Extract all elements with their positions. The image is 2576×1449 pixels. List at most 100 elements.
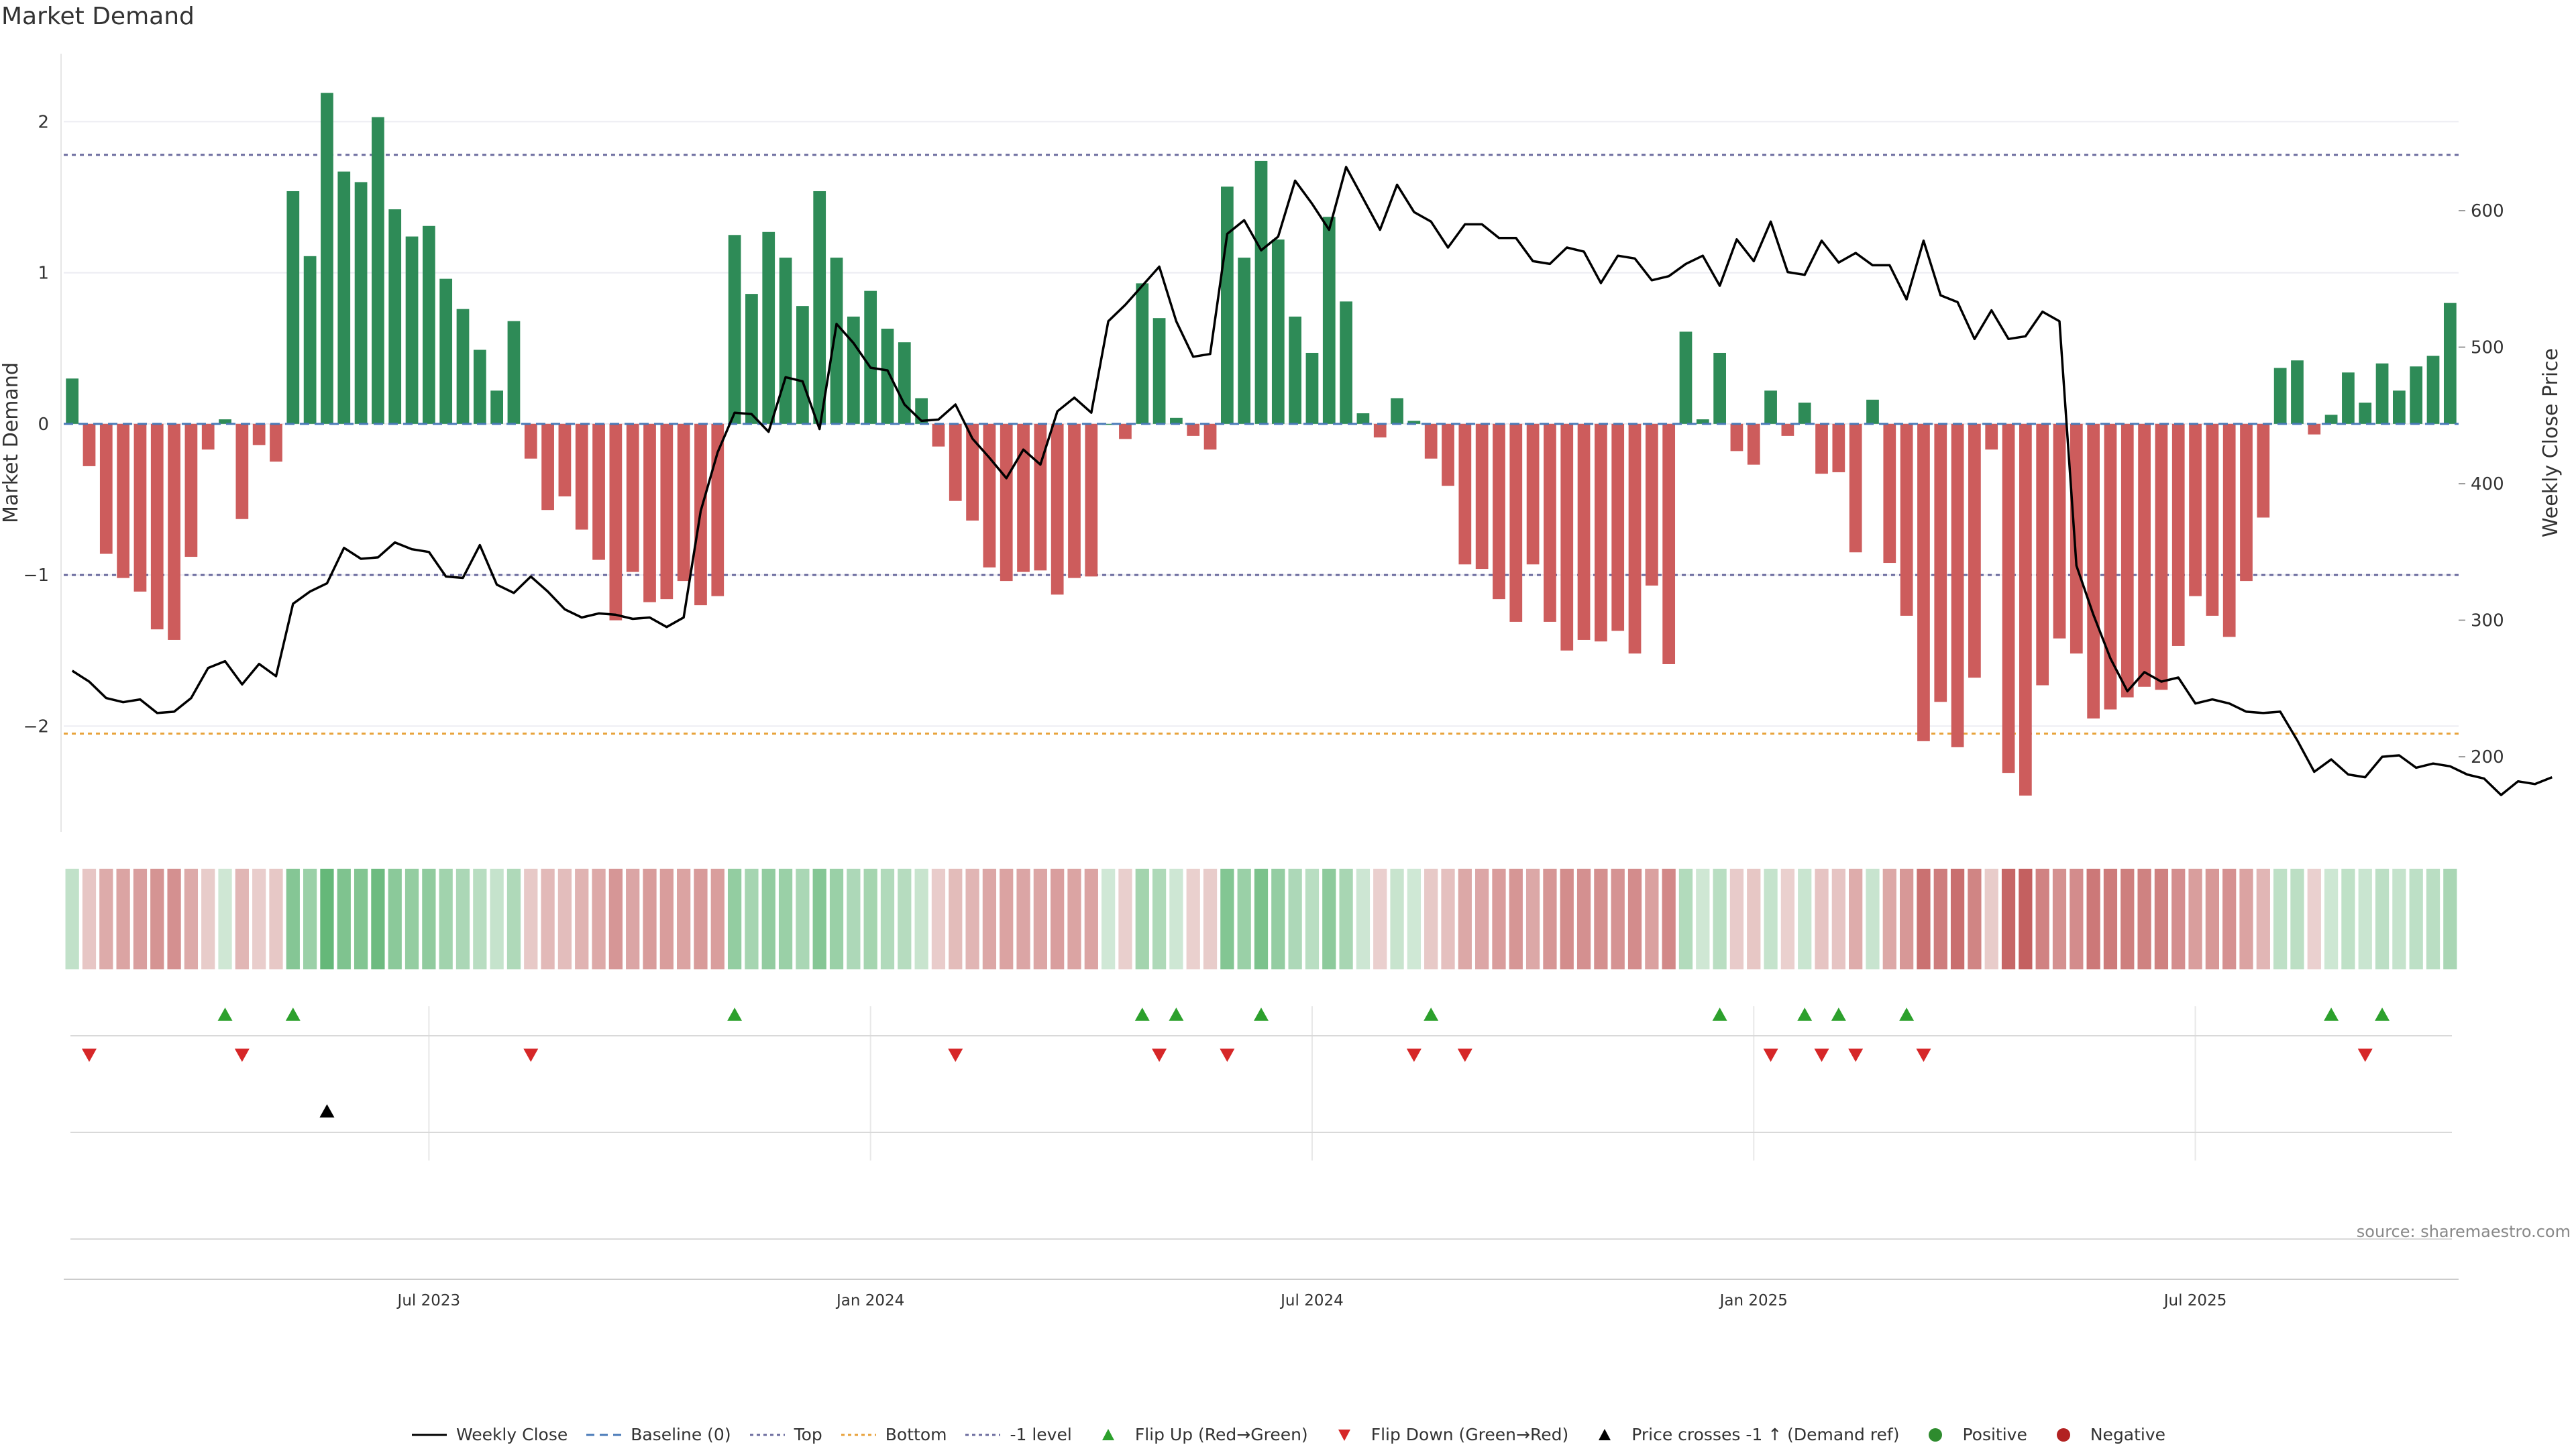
chart-title: Market Demand [1, 3, 195, 30]
flip-up-marker [217, 1008, 233, 1021]
flip-up-marker [1169, 1008, 1184, 1021]
demand-bar [252, 423, 266, 445]
legend-label: Flip Up (Red→Green) [1134, 1425, 1308, 1444]
y-right-tick-label: 200 [2471, 747, 2504, 767]
demand-bar [201, 423, 215, 450]
demand-bar [1424, 423, 1438, 459]
heat-strip-cell [626, 869, 640, 969]
heat-strip-cell [2409, 869, 2423, 969]
demand-bar [1322, 217, 1336, 424]
legend-label: Bottom [885, 1425, 947, 1444]
demand-bar [1832, 423, 1845, 472]
y-right-tick-label: 600 [2471, 201, 2504, 221]
demand-bar [2359, 402, 2372, 424]
legend-item-pos-dot: Positive [1917, 1425, 2027, 1444]
y-tick-label: 0 [38, 415, 49, 435]
demand-bar [2308, 423, 2321, 435]
heat-strip-cell [506, 869, 521, 969]
heat-strip-cell [1798, 869, 1812, 969]
heat-strip-cell [2052, 869, 2067, 969]
demand-bar [932, 423, 945, 447]
heat-strip-cell [557, 869, 572, 969]
legend-item-price: Weekly Close [411, 1425, 568, 1444]
heat-strip-cell [1186, 869, 1200, 969]
heat-strip-cell [371, 869, 385, 969]
heat-strip-cell [2137, 869, 2151, 969]
heat-strip-cell [422, 869, 436, 969]
demand-bar [303, 256, 317, 424]
demand-bar [2257, 423, 2270, 518]
demand-bar [2087, 423, 2100, 719]
demand-bar [219, 419, 231, 424]
flip-down-marker [234, 1049, 250, 1062]
demand-bar [1220, 186, 1234, 424]
heat-strip-cell [575, 869, 589, 969]
heat-strip-cell [1509, 869, 1523, 969]
heat-strip-cell [1764, 869, 1778, 969]
demand-bar [1068, 423, 1081, 578]
flip-up-marker [1797, 1008, 1813, 1021]
y-right-tick-label: 300 [2471, 611, 2504, 631]
legend-item-cross: Price crosses -1 ↑ (Demand ref) [1586, 1425, 1899, 1444]
heat-strip-cell [745, 869, 759, 969]
demand-bar [2053, 423, 2066, 639]
heat-strip-cell [1339, 869, 1353, 969]
demand-bar [847, 316, 860, 424]
neg_dot-legend-swatch [2056, 1428, 2070, 1442]
heat-strip-cell [949, 869, 963, 969]
demand-bar [1951, 423, 1964, 747]
heat-strip-cell [1051, 869, 1065, 969]
heat-strip-cell [2341, 869, 2355, 969]
price-legend-swatch [411, 1434, 447, 1436]
demand-bar [2222, 423, 2236, 637]
demand-bar [1391, 398, 1403, 424]
heat-strip-cell [914, 869, 928, 969]
heat-strip-cell [1152, 869, 1167, 969]
heat-strip-cell [150, 869, 164, 969]
demand-bar [1017, 423, 1030, 572]
heat-strip-cell [303, 869, 317, 969]
heat-strip-cell [2001, 869, 2016, 969]
heat-strip-cell [2222, 869, 2237, 969]
heat-strip-cell [1882, 869, 1896, 969]
pos_dot-legend-swatch [1929, 1428, 1943, 1442]
heat-strip-cell [1356, 869, 1371, 969]
flip-down-marker [1763, 1049, 1778, 1062]
flip-down-marker [948, 1049, 963, 1062]
demand-bar [1662, 423, 1676, 664]
heat-strip-cell [116, 869, 130, 969]
demand-bar [1289, 316, 1302, 424]
flip-down-marker [2357, 1049, 2373, 1062]
y-tick-label: 1 [38, 264, 49, 284]
demand-bar [2155, 423, 2168, 690]
heat-strip-cell [2290, 869, 2304, 969]
cross-legend-glyph [1599, 1428, 1611, 1440]
heat-strip-cell [2086, 869, 2100, 969]
heat-strip-cell [337, 869, 351, 969]
demand-bar [881, 328, 894, 424]
demand-bar [1866, 399, 1879, 424]
heat-strip-cell [761, 869, 775, 969]
heat-strip-cell [82, 869, 97, 969]
heat-strip-cell [1662, 869, 1676, 969]
cross-legend-swatch [1599, 1428, 1611, 1440]
weekly-close-line [71, 166, 2553, 796]
heat-strip-cell [405, 869, 419, 969]
flip-down-marker [1916, 1049, 1931, 1062]
demand-bar [2138, 423, 2151, 687]
heat-strip-cell [1203, 869, 1218, 969]
heat-strip-cell [2392, 869, 2406, 969]
flip_up-legend-glyph [1102, 1428, 1114, 1440]
x-tick-label: Jul 2024 [1279, 1292, 1344, 1309]
heat-strip-cell [2426, 869, 2440, 969]
legend-label: Weekly Close [455, 1425, 568, 1444]
demand-bar [1628, 423, 1642, 654]
demand-bar [456, 309, 470, 424]
y-tick-label: 2 [38, 112, 49, 132]
heat-strip-cell [710, 869, 724, 969]
heat-strip-cell [829, 869, 844, 969]
heat-strip-cell [235, 869, 249, 969]
demand-bar [2206, 423, 2219, 616]
heat-strip-cell [1492, 869, 1506, 969]
demand-bar [2189, 423, 2202, 596]
